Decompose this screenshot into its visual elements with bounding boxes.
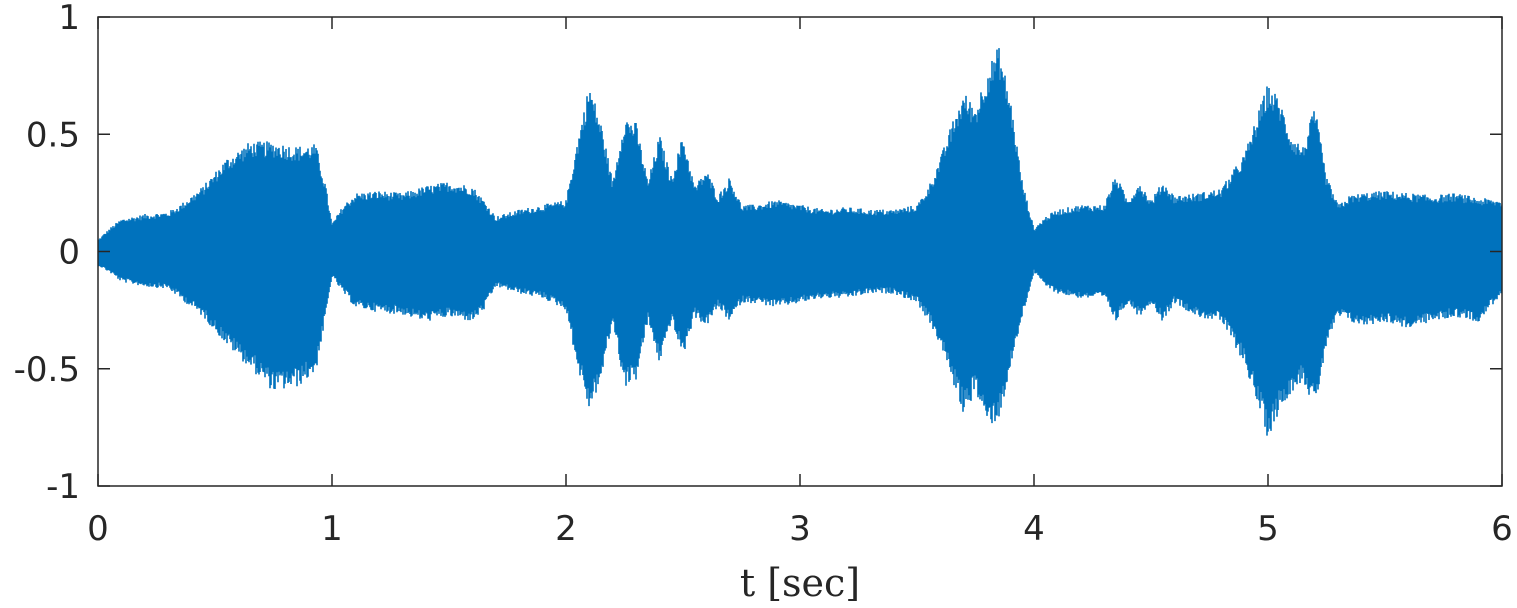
x-axis-ticks: 0 1 2 3 4 5 6: [87, 17, 1513, 549]
x-tick-label: 1: [321, 509, 343, 549]
x-tick-label: 2: [555, 509, 577, 549]
y-axis-ticks: 1 0.5 0 -0.5 -1: [14, 0, 1502, 507]
y-tick-label: 0.5: [26, 115, 80, 155]
y-tick-label: 1: [58, 0, 80, 38]
y-tick-label: -0.5: [14, 350, 80, 390]
signal-waveform-0: [98, 48, 1502, 436]
x-axis-label: t [sec]: [740, 561, 860, 605]
x-tick-label: 0: [87, 509, 109, 549]
x-tick-label: 4: [1023, 509, 1045, 549]
x-tick-label: 3: [789, 509, 811, 549]
x-tick-label: 6: [1491, 509, 1513, 549]
x-tick-label: 5: [1257, 509, 1279, 549]
y-tick-label: 0: [58, 233, 80, 273]
signal-layer: [98, 48, 1502, 436]
y-tick-label: -1: [46, 467, 80, 507]
